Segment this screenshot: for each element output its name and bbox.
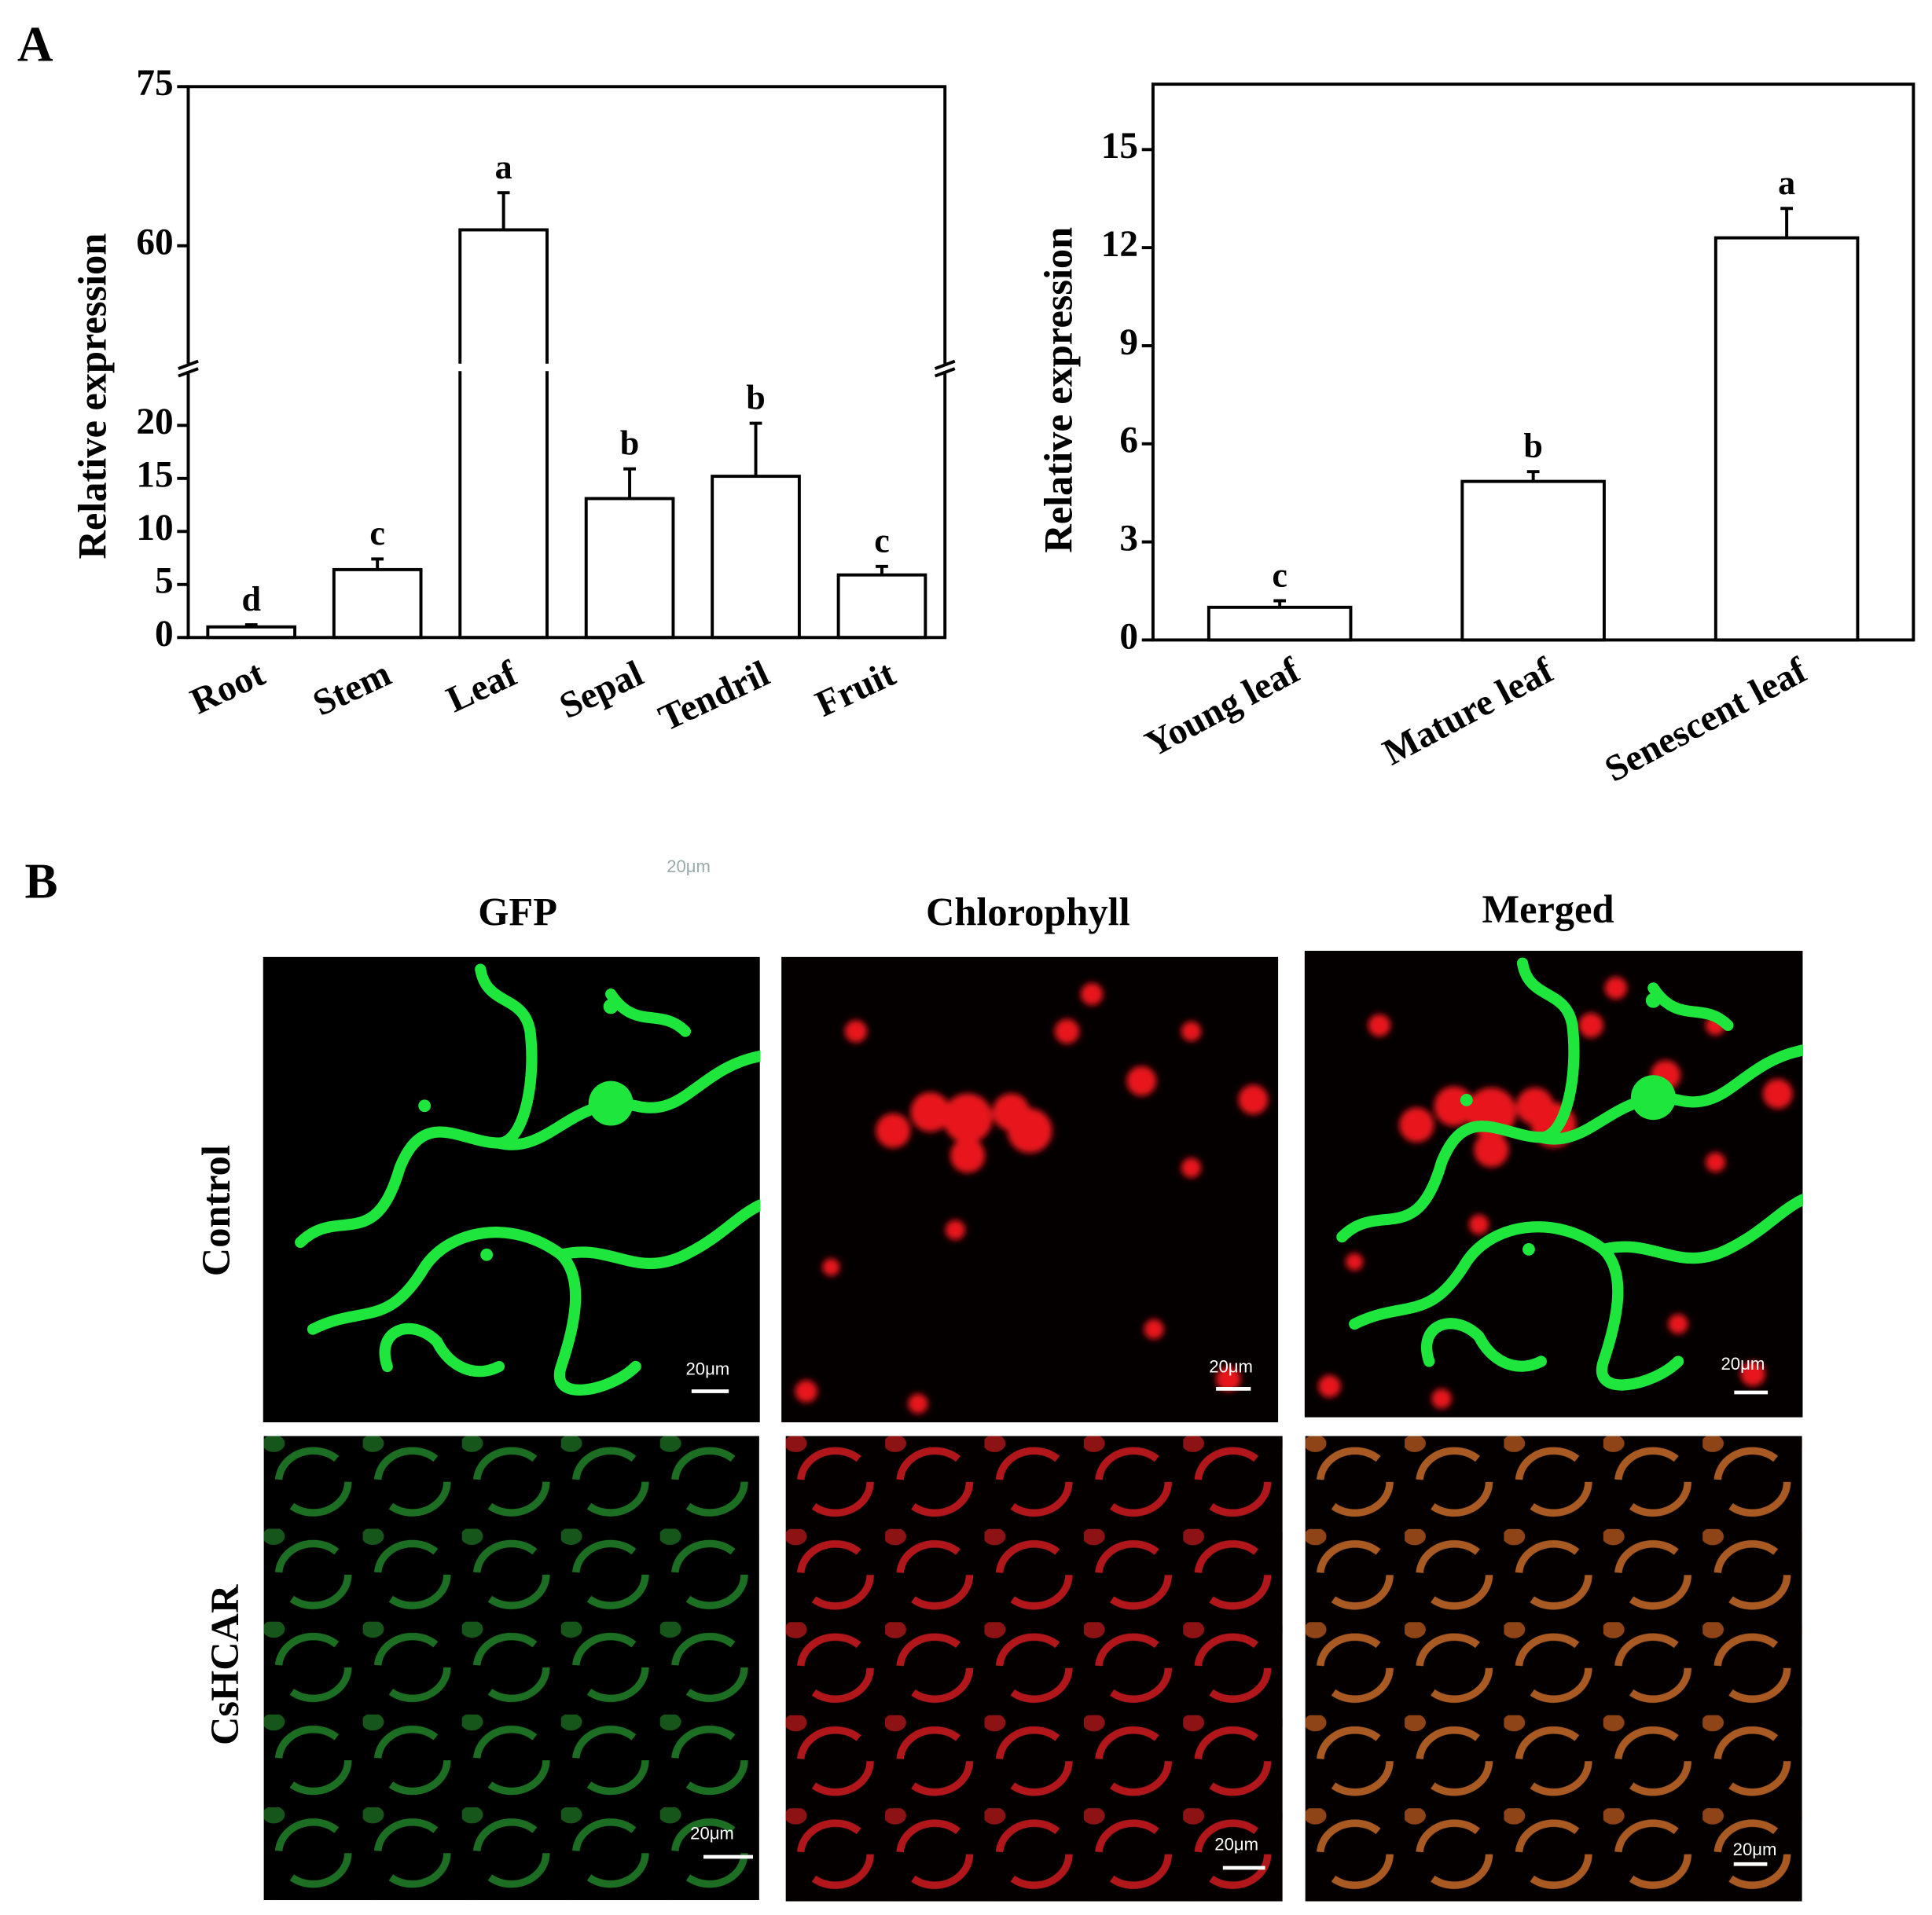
significance-letter: b [1523,427,1543,465]
panel-label: B [25,853,58,908]
y-tick-label: 75 [136,63,173,104]
gfp-signal [263,1436,759,1901]
scale-label: 20μm [1209,1356,1253,1376]
axis-break-gap [171,363,963,372]
y-tick-label: 15 [136,455,173,496]
significance-letter: d [241,580,261,618]
x-tick-label: Sepal [553,653,649,727]
significance-letter: b [746,378,766,416]
scale-label: 20μm [667,857,711,876]
bar [836,573,927,640]
y-tick-label: 5 [155,561,174,602]
significance-letter: a [495,148,512,186]
plot-frame [186,85,947,640]
y-tick-label: 9 [1119,322,1138,363]
y-tick-label: 15 [1101,126,1138,167]
plot-frame [1151,83,1915,642]
y-tick-label: 12 [1101,224,1138,265]
y-tick-label: 3 [1119,518,1138,559]
y-tick-label: 0 [155,614,174,655]
y-tick-label: 10 [136,508,173,548]
column-header: Chlorophyll [926,890,1130,934]
scale-label: 20μm [685,1359,729,1379]
x-tick-label: Fruit [810,653,902,725]
row-header: Control [194,1145,238,1276]
y-tick-label: 60 [136,222,173,263]
row-header: CsHCAR [203,1584,247,1745]
significance-letter: c [874,522,890,560]
bar [332,567,423,640]
significance-letter: c [1272,556,1287,594]
significance-letter: c [369,514,385,552]
y-tick-label: 20 [136,402,173,442]
bar [1460,479,1606,642]
bar [584,497,675,640]
axis-break-mark [178,367,199,378]
scale-label: 20μm [1733,1840,1777,1859]
column-header: GFP [478,890,557,934]
y-axis-label: Relative expression [70,233,114,559]
bar [1713,236,1860,642]
x-tick-label: Tendril [652,653,775,739]
scale-label: 20μm [690,1823,734,1843]
significance-letter: a [1778,163,1795,202]
x-tick-label: Mature leaf [1376,650,1560,774]
bar [206,625,297,640]
y-tick-label: 6 [1119,420,1138,461]
x-tick-label: Young leaf [1139,650,1307,765]
image-background [263,956,760,1423]
image-panel: 20μm [781,956,1279,1423]
chlorophyll-signal [785,1436,1283,1902]
microscopy: 20μm GFP Chlorophyll Merged Control CsHC… [194,857,1802,1902]
y-tick-label: 0 [1119,616,1138,657]
image-panel: 20μm [263,1436,759,1901]
image-panel: 20μm [1305,1436,1802,1902]
x-tick-label: Stem [307,653,397,724]
x-tick-label: Leaf [440,653,523,721]
significance-letter: b [620,424,640,462]
scale-label: 20μm [1214,1834,1258,1854]
axis-break-mark [934,359,956,370]
x-tick-label: Root [185,653,271,722]
y-axis-label: Relative expression [1036,227,1080,553]
bar [711,475,801,640]
bar [1207,605,1353,642]
merged-signal [1305,1436,1802,1902]
x-tick-label: Senescent leaf [1598,650,1814,791]
axis-break-mark [934,367,956,378]
bar [458,228,549,640]
column-header: Merged [1482,887,1614,931]
image-panel: 20μm [263,956,760,1423]
panel-label: A [17,17,53,72]
axis-break-mark [178,359,199,370]
scale-label: 20μm [1721,1354,1765,1374]
image-panel: 20μm [1304,950,1803,1418]
image-panel: 20μm [785,1436,1283,1902]
